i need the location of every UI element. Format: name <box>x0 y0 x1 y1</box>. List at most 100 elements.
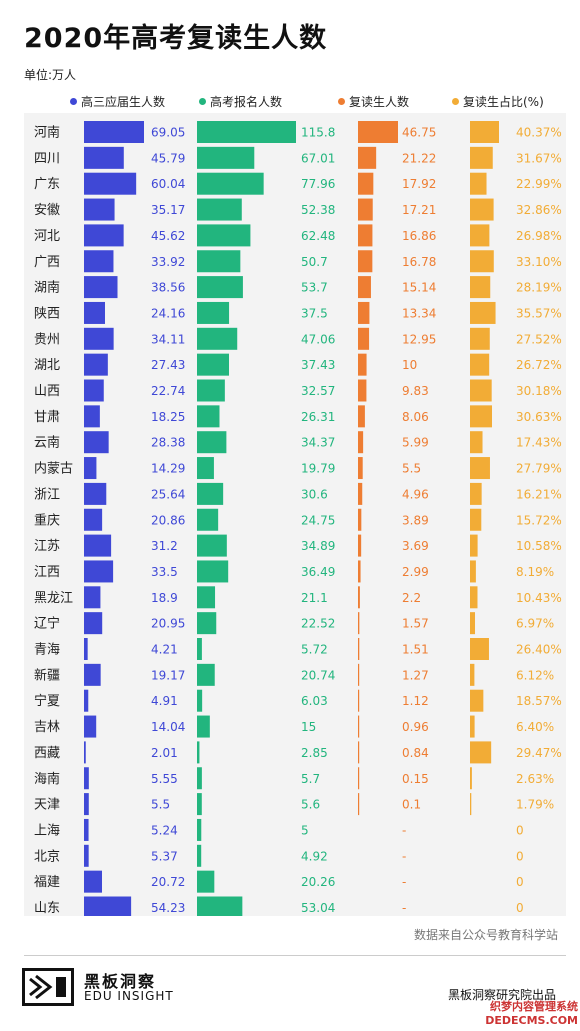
data-label: 22.74 <box>151 384 185 398</box>
bar <box>470 638 489 660</box>
bar <box>470 276 491 299</box>
bar <box>358 250 373 273</box>
bar <box>197 379 225 402</box>
bar <box>358 379 367 402</box>
bar <box>84 741 86 764</box>
bar <box>84 301 105 324</box>
legend-item-repeaters: 复读生人数 <box>338 93 409 110</box>
bar <box>197 534 227 557</box>
data-label: 31.67% <box>516 151 562 165</box>
category-label: 天津 <box>34 798 60 813</box>
bar <box>84 508 103 531</box>
bar <box>197 767 202 790</box>
data-label: 35.57% <box>516 306 562 320</box>
data-label: 1.79% <box>516 798 554 812</box>
category-label: 安徽 <box>34 203 60 218</box>
data-label: 69.05 <box>151 126 185 140</box>
category-label: 西藏 <box>34 746 60 761</box>
data-label: 4.92 <box>301 849 328 863</box>
data-label: 47.06 <box>301 332 335 346</box>
bar <box>84 327 114 350</box>
bar <box>358 508 362 531</box>
data-label: 67.01 <box>301 151 335 165</box>
data-label: 52.38 <box>301 203 335 217</box>
bar <box>470 405 493 428</box>
bar <box>358 560 361 583</box>
bar <box>470 224 490 247</box>
bar <box>358 327 370 350</box>
brand-name: 黑板洞察 <box>84 972 157 991</box>
category-label: 内蒙古 <box>34 461 73 477</box>
bar <box>197 327 238 350</box>
category-label: 云南 <box>34 435 60 451</box>
legend-dot-icon <box>199 98 206 105</box>
category-label: 北京 <box>34 849 60 864</box>
data-label: 46.75 <box>402 126 436 140</box>
data-label: 18.9 <box>151 591 178 605</box>
data-label: - <box>402 849 406 863</box>
bar <box>358 586 360 609</box>
data-label: 0 <box>516 823 524 837</box>
bar <box>84 146 124 169</box>
bar <box>197 172 264 195</box>
category-label: 甘肃 <box>34 410 60 425</box>
legend-dot-icon <box>338 98 345 105</box>
data-label: 26.98% <box>516 229 562 243</box>
data-label: 26.40% <box>516 643 562 657</box>
data-label: 0.96 <box>402 720 429 734</box>
data-label: 0.1 <box>402 798 421 812</box>
data-label: 5.5 <box>151 798 170 812</box>
legend-item-graduates: 高三应届生人数 <box>70 93 165 110</box>
data-label: 2.2 <box>402 591 421 605</box>
data-label: 0 <box>516 901 524 915</box>
data-label: 16.78 <box>402 255 436 269</box>
data-label: 19.17 <box>151 668 185 682</box>
bar <box>197 301 230 324</box>
bar <box>197 715 210 738</box>
bar <box>358 405 365 428</box>
bar <box>84 844 89 867</box>
bar <box>84 612 103 635</box>
data-label: 5.6 <box>301 798 320 812</box>
bar <box>84 818 89 841</box>
bar <box>197 612 217 635</box>
bar <box>470 121 499 143</box>
bar <box>84 896 132 916</box>
data-label: 14.29 <box>151 462 185 476</box>
data-label: 35.17 <box>151 203 185 217</box>
data-label: 31.2 <box>151 539 178 553</box>
bar <box>470 663 475 686</box>
data-label: 32.57 <box>301 384 335 398</box>
bar <box>470 560 476 583</box>
bar <box>197 793 202 816</box>
category-label: 江苏 <box>34 538 60 554</box>
category-label: 河南 <box>34 125 60 141</box>
bar <box>358 793 360 816</box>
bar <box>197 250 241 273</box>
category-label: 广西 <box>34 255 60 270</box>
data-label: 20.72 <box>151 875 185 889</box>
data-label: 2.85 <box>301 746 328 760</box>
data-label: 26.72% <box>516 358 562 372</box>
legend-label: 复读生占比(%) <box>463 95 544 109</box>
legend-label: 高三应届生人数 <box>81 95 166 109</box>
bar <box>470 612 476 635</box>
bar <box>470 534 478 557</box>
legend-item-applicants: 高考报名人数 <box>199 93 282 110</box>
category-label: 湖南 <box>34 280 60 296</box>
data-label: 53.04 <box>301 901 335 915</box>
category-label: 广东 <box>34 177 60 192</box>
data-label: 1.27 <box>402 668 429 682</box>
bar <box>197 663 215 686</box>
legend-dot-icon <box>70 98 77 105</box>
data-label: 5.55 <box>151 772 178 786</box>
category-label: 重庆 <box>34 512 60 528</box>
bar <box>84 870 103 893</box>
data-label: 27.79% <box>516 462 562 476</box>
bar <box>84 663 101 686</box>
category-label: 陕西 <box>34 306 60 321</box>
bar <box>358 198 373 221</box>
data-label: 5.7 <box>301 772 320 786</box>
bar <box>470 146 493 169</box>
data-label: 1.57 <box>402 617 429 631</box>
